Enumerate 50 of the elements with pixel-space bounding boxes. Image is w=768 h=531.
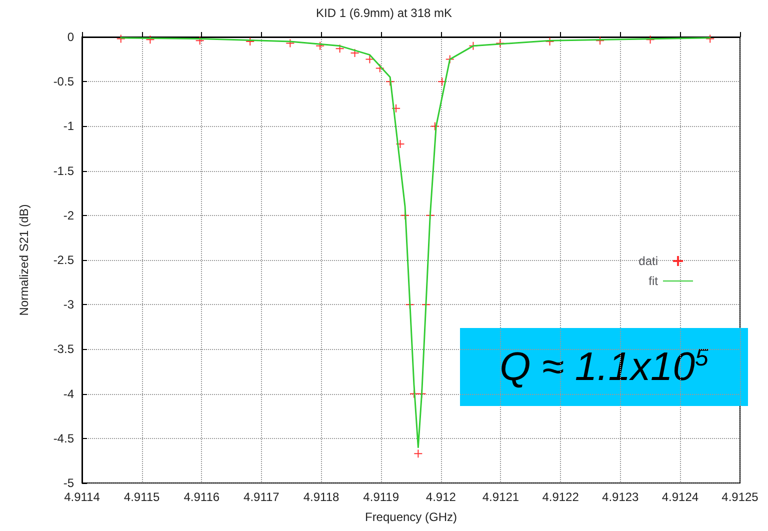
point (365, 54, 374, 64)
y-tick-label: -2 (63, 208, 74, 222)
x-tick-label: 4.9119 (363, 490, 400, 504)
point (396, 140, 405, 149)
legend-label: fit (648, 274, 659, 288)
point (350, 48, 360, 58)
y-tick-label: -0.5 (53, 74, 74, 89)
x-tick-label: 4.9118 (303, 490, 340, 504)
point (146, 35, 155, 44)
x-tick-label: 4.9114 (64, 490, 100, 504)
x-tick-label: 4.9121 (482, 490, 520, 504)
y-tick-label: -3.5 (53, 342, 74, 356)
point (445, 54, 454, 64)
x-axis-title: Frequency (GHz) (364, 510, 458, 524)
x-tick-label: 4.9116 (184, 490, 220, 504)
point (496, 38, 505, 48)
x-tick-label: 4.9115 (124, 490, 160, 504)
point (414, 449, 423, 458)
y-tick-label: -4 (63, 386, 74, 401)
point (706, 34, 715, 44)
y-axis-title: Normalized S21 (dB) (17, 204, 31, 316)
point (392, 104, 401, 113)
point (286, 38, 295, 48)
point (246, 36, 255, 46)
point (646, 35, 655, 44)
point (438, 77, 447, 86)
legend-label: dati (638, 254, 658, 268)
x-tick-label: 4.9123 (602, 490, 640, 504)
chart-title: KID 1 (6.9mm) at 318 mK (316, 6, 452, 20)
x-tick-label: 4.9125 (722, 490, 759, 504)
point (545, 36, 554, 46)
x-tick-label: 4.9117 (244, 490, 280, 504)
point (596, 36, 605, 46)
point (335, 44, 344, 54)
y-tick-label: -3 (63, 298, 74, 312)
x-tick-label: 4.912 (426, 490, 456, 504)
y-tick-label: -1 (63, 119, 74, 134)
point (375, 64, 384, 73)
y-tick-label: -5 (63, 476, 74, 490)
y-tick-label: 0 (67, 30, 74, 44)
point (430, 122, 440, 131)
x-tick-label: 4.9124 (662, 490, 699, 504)
x-tick-label: 4.9122 (542, 490, 580, 504)
point (195, 36, 204, 46)
y-tick-label: -2.5 (53, 253, 74, 267)
point (116, 34, 126, 44)
line-series (120, 37, 711, 448)
y-tick-label: -1.5 (53, 164, 74, 178)
y-tick-label: -4.5 (53, 431, 74, 446)
point (316, 41, 325, 50)
